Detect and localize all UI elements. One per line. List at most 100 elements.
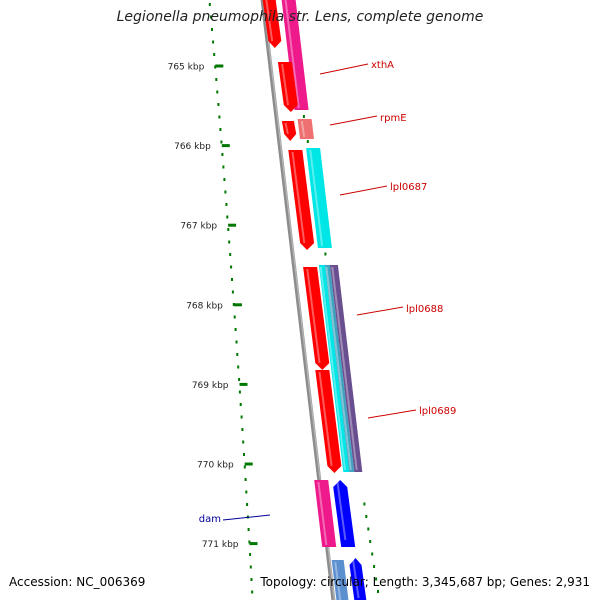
gc-dot [231,278,233,281]
gene-arrow-red-shade [318,371,333,467]
gc-dot [243,453,245,456]
gc-dot [220,140,223,144]
gc-dot [230,265,233,269]
gc-dot [248,540,251,544]
gene-label: dam [199,514,221,525]
label-leader-line [356,306,404,316]
gene-arrow-red-small-shade [284,122,289,135]
label-leader-line [319,63,369,75]
gene-arrow-red [277,62,298,112]
gene-dam-shade [317,481,328,546]
gc-dot [363,502,366,506]
gc-dot [222,165,225,169]
gene-dam [314,480,337,547]
gc-dot [212,40,215,44]
gc-dot [225,203,228,206]
gene-rpmE-shade [300,120,306,138]
gc-dot [226,215,229,219]
gene-arrow-red [288,150,315,250]
label-leader-line [329,115,378,126]
gc-dot [228,240,231,244]
gc-dot [214,65,217,69]
tick-mark [228,223,237,227]
tick-label: 770 kbp [197,461,234,471]
tick-mark [239,382,248,386]
gene-arrow-red-shade [291,151,306,244]
gc-dot [369,540,372,543]
gc-dot [217,103,220,106]
gc-dot [234,328,237,331]
gc-dot [242,440,245,444]
gene-labels: xthA rpmE lpl0687 lpl0688 lpl0689 dam [199,60,457,525]
gc-dot [245,490,248,494]
tick-mark [221,144,230,148]
gc-dot [237,365,240,369]
gc-dot [232,303,235,306]
gene-arrow-red-shade [306,268,321,364]
gc-dot [223,178,226,181]
gene-steelblue [331,560,349,600]
label-leader-line [367,409,417,419]
gc-dot [221,153,224,156]
gene-arrow-blue [349,558,367,600]
gc-dot [227,228,230,231]
gc-dot [235,340,238,344]
gene-band-purple-shade [331,266,358,471]
gc-dot [251,590,254,594]
gc-dot [231,290,234,294]
gc-dot [215,78,218,81]
gc-dot [219,128,222,131]
gc-dot [233,315,236,319]
tick-label: 766 kbp [174,142,211,152]
gc-dot [241,428,244,431]
tick-label: 771 kbp [202,540,239,550]
gc-dot [240,415,243,419]
gc-dot [218,115,221,119]
gc-dot [249,553,252,556]
gene-lpl0689 [324,265,355,472]
gene-label: lpl0689 [419,406,456,417]
gc-dot [224,190,227,194]
tick-mark [215,64,224,68]
gc-dot [209,15,212,19]
gene-label: lpl0688 [406,304,443,315]
gene-features [262,0,367,600]
gc-dot [365,515,368,518]
gc-dot [377,590,379,593]
accession-text: Accession: NC_006369 [9,575,146,589]
gene-arrow-red [315,370,342,473]
gene-xthA [281,0,309,110]
gene-label: xthA [371,60,394,71]
gene-lpl0689-shade [325,266,352,471]
gc-dot [236,353,239,356]
gene-label: rpmE [380,113,407,124]
gene-arrow-red-small [281,121,297,141]
gc-dot [208,3,211,6]
gc-dot [238,390,241,394]
tick-mark [233,303,242,307]
gc-dot [302,115,305,118]
gc-dot [367,527,370,531]
gc-dot [249,565,252,569]
gene-lpl0688 [318,265,350,472]
gene-lpl0687-shade [309,149,324,247]
gene-band-purple [329,265,363,472]
gc-dot [246,503,249,506]
gene-arrow-blue-shade [352,559,360,599]
topology-text: Topology: circular; Length: 3,345,687 bp… [260,575,590,589]
tick-mark [244,462,253,466]
gc-dot [229,253,232,256]
gene-lpl0688-shade [319,266,347,471]
tick-label: 767 kbp [180,222,217,232]
gc-dot [375,577,378,581]
gc-dot [373,565,376,568]
gene-arrow-red-shade [281,63,289,106]
gc-dot [250,578,253,581]
gene-arrow-blue [333,480,356,547]
gene-lpl0687 [306,148,332,248]
gc-dot [244,478,247,481]
gene-arrow-red-shade [265,0,274,42]
gc-dot [371,552,374,556]
